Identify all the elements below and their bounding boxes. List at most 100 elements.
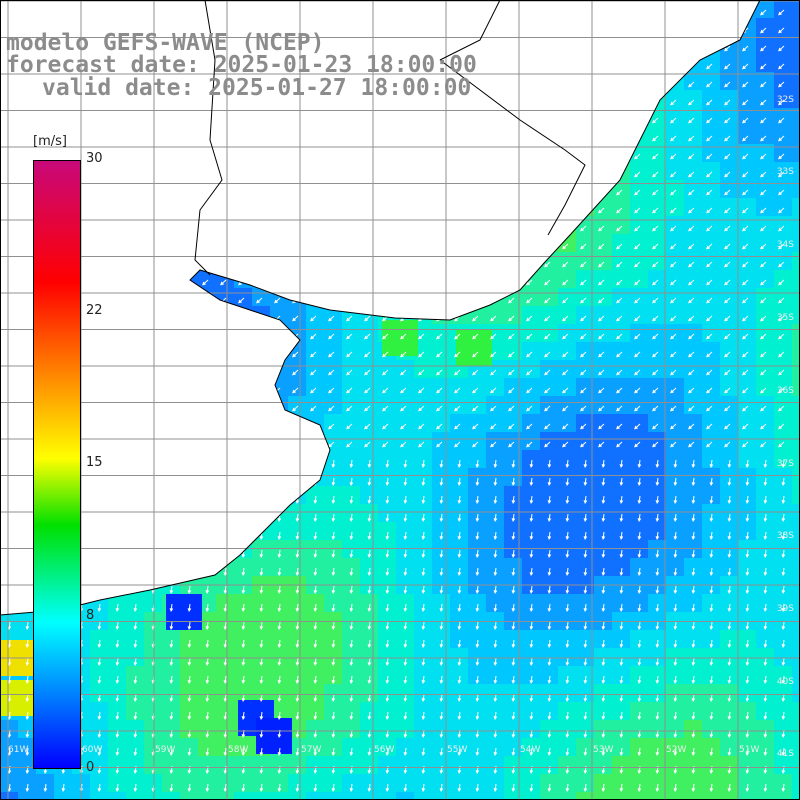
wind-arrow: [292, 405, 299, 412]
wind-arrow: [472, 369, 479, 376]
wind-cell: [738, 666, 756, 684]
wind-arrow: [760, 207, 767, 214]
wind-arrow: [436, 423, 443, 430]
wind-arrow: [526, 441, 533, 448]
wind-cell: [720, 648, 738, 666]
wind-cell: [648, 792, 666, 800]
wind-arrow: [544, 261, 551, 268]
wind-cell: [774, 468, 792, 486]
wind-cell: [594, 522, 612, 540]
wind-arrow: [580, 315, 587, 322]
wind-arrow: [313, 549, 318, 558]
wind-cell: [558, 594, 576, 612]
wind-cell: [756, 54, 774, 72]
wind-arrow: [169, 711, 174, 720]
wind-cell: [702, 108, 720, 126]
wind-arrow: [724, 225, 731, 232]
wind-arrow: [328, 423, 335, 430]
coastline: [0, 0, 761, 616]
wind-arrow: [580, 261, 587, 268]
wind-cell: [738, 594, 756, 612]
wind-arrow: [472, 441, 479, 448]
wind-cell: [612, 756, 630, 774]
wind-arrow: [688, 243, 695, 250]
wind-cell: [720, 198, 738, 216]
wind-cell: [306, 684, 324, 702]
wind-arrow: [598, 315, 605, 322]
wind-arrow: [742, 297, 749, 304]
wind-arrow: [349, 639, 354, 648]
wind-cell: [630, 522, 648, 540]
wind-arrow: [511, 675, 516, 684]
wind-arrow: [547, 495, 552, 504]
wind-cell: [648, 720, 666, 738]
wind-cell: [342, 702, 360, 720]
wind-cell: [594, 666, 612, 684]
wind-arrow: [277, 621, 282, 630]
wind-arrow: [364, 333, 371, 340]
wind-arrow: [637, 567, 642, 576]
wind-cell: [594, 774, 612, 792]
wind-arrow: [706, 189, 713, 196]
wind-arrow: [364, 369, 371, 376]
wind-arrow: [778, 315, 785, 322]
wind-arrow: [508, 333, 515, 340]
wind-cell: [342, 378, 360, 396]
wind-cell: [666, 468, 684, 486]
wind-arrow: [652, 297, 659, 304]
wind-cell: [594, 702, 612, 720]
wind-cell: [558, 702, 576, 720]
wind-arrow: [115, 603, 120, 612]
wind-arrow: [292, 351, 299, 358]
wind-arrow: [403, 459, 408, 468]
wind-cell: [342, 414, 360, 432]
wind-arrow: [385, 549, 390, 558]
wind-cell: [792, 0, 800, 18]
wind-arrow: [634, 207, 641, 214]
wind-arrow: [115, 639, 120, 648]
wind-arrow: [313, 495, 318, 504]
wind-cell: [432, 360, 450, 378]
wind-cell: [540, 594, 558, 612]
wind-cell: [756, 432, 774, 450]
wind-cell: [342, 666, 360, 684]
wind-arrow: [511, 495, 516, 504]
wind-arrow: [25, 711, 30, 720]
wind-cell: [684, 360, 702, 378]
wind-arrow: [241, 621, 246, 630]
wind-cell: [540, 648, 558, 666]
wind-cell: [234, 792, 252, 800]
wind-arrow: [760, 99, 767, 106]
wind-cell: [198, 738, 216, 756]
wind-cell: [684, 414, 702, 432]
wind-arrow: [493, 603, 498, 612]
wind-arrow: [673, 513, 678, 522]
wind-cell: [414, 720, 432, 738]
wind-cell: [648, 666, 666, 684]
wind-cell: [468, 630, 486, 648]
wind-arrow: [688, 369, 695, 376]
wind-arrow: [169, 621, 174, 630]
wind-arrow: [760, 261, 767, 268]
wind-cell: [522, 774, 540, 792]
wind-cell: [144, 594, 162, 612]
wind-cell: [558, 522, 576, 540]
wind-arrow: [637, 513, 642, 522]
wind-arrow: [544, 405, 551, 412]
wind-cell: [324, 684, 342, 702]
wind-cell: [0, 720, 18, 738]
wind-cell: [792, 252, 800, 270]
wind-cell: [540, 324, 558, 342]
wind-cell: [738, 774, 756, 792]
wind-arrow: [745, 585, 750, 594]
wind-arrow: [547, 711, 552, 720]
wind-cell: [396, 396, 414, 414]
wind-arrow: [457, 495, 462, 504]
wind-arrow: [241, 711, 246, 720]
wind-arrow: [475, 621, 480, 630]
wind-arrow: [403, 513, 408, 522]
wind-arrow: [724, 81, 731, 88]
wind-arrow: [493, 549, 498, 558]
wind-cell: [792, 720, 800, 738]
wind-arrow: [439, 549, 444, 558]
